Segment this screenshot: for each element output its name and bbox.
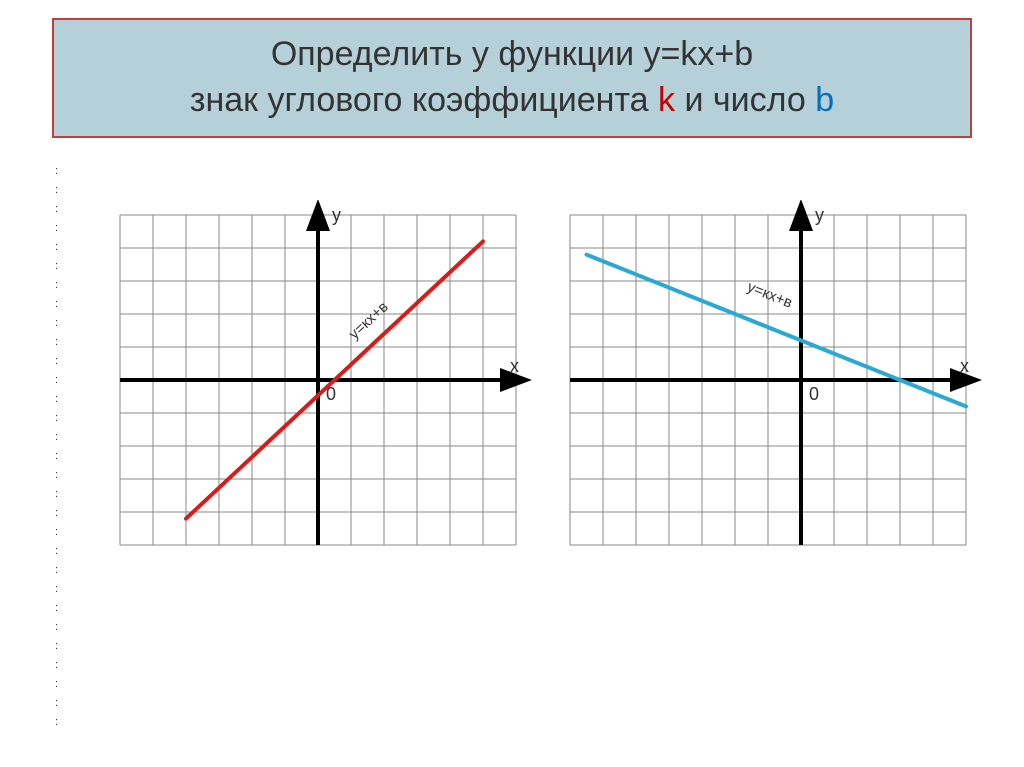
right-chart: y х 0 у=кх+в	[560, 200, 996, 575]
title-k: k	[658, 81, 675, 119]
svg-text:0: 0	[809, 384, 819, 404]
svg-text:y: y	[332, 205, 341, 225]
title-text: Определить у функции y=kx+b знак угловог…	[190, 32, 834, 124]
title-line2-pre: знак углового коэффициента	[190, 81, 658, 119]
column-markers: ::::::::::::::::::::::::::::::	[55, 162, 58, 732]
title-line1-pre: Определить у функции	[271, 35, 644, 73]
title-mid: и число	[675, 81, 815, 119]
svg-text:y: y	[815, 205, 824, 225]
title-equation: y=kx+b	[644, 35, 754, 73]
left-chart: yх0у=кх+в	[110, 200, 546, 575]
svg-text:х: х	[510, 356, 519, 376]
title-box: Определить у функции y=kx+b знак угловог…	[52, 18, 972, 138]
svg-text:у=кх+в: у=кх+в	[745, 278, 795, 311]
svg-text:у=кх+в: у=кх+в	[346, 298, 392, 343]
title-b: b	[815, 81, 834, 119]
svg-text:х: х	[960, 356, 969, 376]
